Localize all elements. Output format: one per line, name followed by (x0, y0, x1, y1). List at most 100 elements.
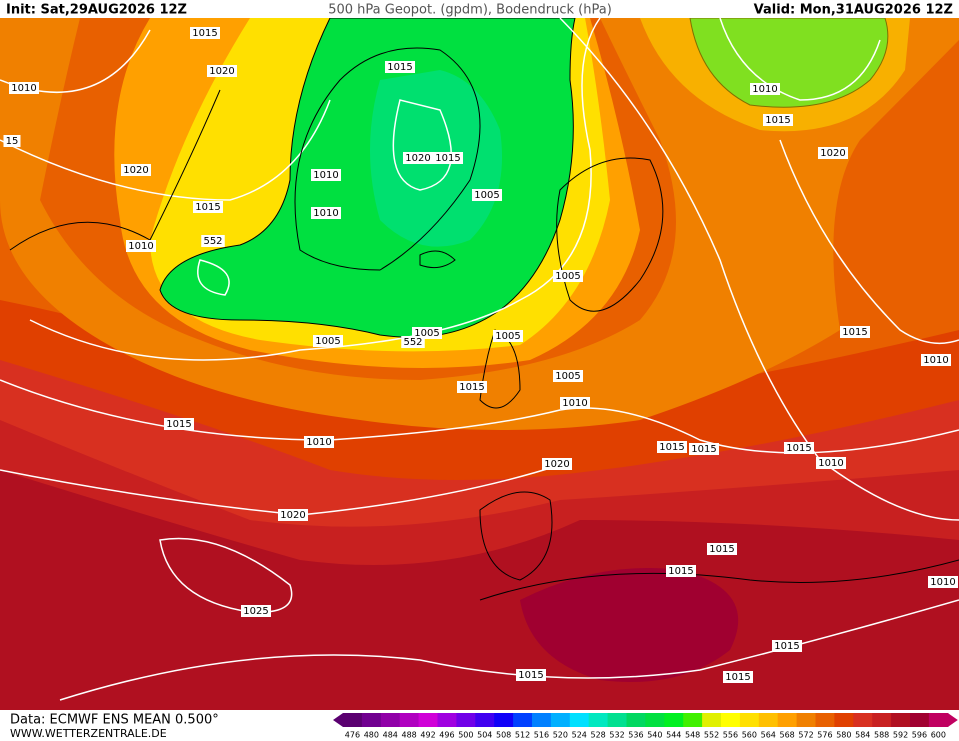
legend-value: 556 (723, 731, 738, 740)
init-time: Init: Sat,29AUG2026 12Z (6, 3, 187, 18)
isobar-label: 1015 (435, 153, 460, 164)
legend-value: 488 (402, 731, 417, 740)
isobar-label: 1015 (459, 382, 484, 393)
label-box (707, 543, 737, 555)
isobar-label: 1025 (243, 606, 268, 617)
isobar-label: 1010 (306, 437, 331, 448)
isobar-label: 1015 (774, 641, 799, 652)
label-box (818, 147, 848, 159)
label-box (921, 354, 951, 366)
label-box (278, 509, 308, 521)
label-box (126, 240, 156, 252)
legend-value: 504 (477, 731, 492, 740)
label-box (385, 61, 415, 73)
legend-value: 588 (874, 731, 889, 740)
legend-swatch (513, 713, 533, 727)
legend-swatch (418, 713, 438, 727)
legend-value: 552 (704, 731, 719, 740)
legend-swatch (758, 713, 779, 727)
legend-value: 520 (553, 731, 568, 740)
legend-swatch (928, 713, 949, 727)
header-bar (0, 0, 959, 18)
label-box (928, 576, 958, 588)
isobar-label: 1010 (752, 84, 777, 95)
legend-value: 576 (817, 731, 832, 740)
legend-swatch (664, 713, 684, 727)
label-box (121, 164, 151, 176)
isobar-label: 1015 (192, 28, 217, 39)
legend-swatch (872, 713, 892, 727)
legend-swatch (777, 713, 798, 727)
legend-swatch (683, 713, 703, 727)
label-box (164, 418, 194, 430)
isobar-label: 1020 (209, 66, 234, 77)
isobar-label: 1015 (765, 115, 790, 126)
label-box (433, 152, 463, 164)
color-legend: 476 480 484 488 492 496 500 504 508 512 516 520 524 5… (333, 713, 958, 740)
isobar-label: 1020 (820, 148, 845, 159)
greenland (294, 47, 481, 271)
label-box (516, 669, 546, 681)
legend-swatch (702, 713, 722, 727)
legend-value: 476 (345, 731, 360, 740)
legend-value: 580 (836, 731, 851, 740)
label-box (241, 605, 271, 617)
label-box (311, 169, 341, 181)
label-box (542, 458, 572, 470)
isobar (197, 259, 230, 296)
britain (479, 329, 521, 409)
field-560-east (640, 18, 910, 132)
label-box (553, 370, 583, 382)
legend-value: 508 (496, 731, 511, 740)
isobar-label: 1005 (474, 190, 499, 201)
legend-value: 524 (572, 731, 587, 740)
label-box (193, 201, 223, 213)
site: WWW.WETTERZENTRALE.DE (10, 727, 167, 740)
legend-swatch (607, 713, 627, 727)
legend-arrow-left (333, 713, 343, 727)
legend-value: 564 (761, 731, 776, 740)
isobar-label: 1015 (518, 670, 543, 681)
label-box (784, 442, 814, 454)
legend-swatch (399, 713, 420, 727)
isobar-label: 1015 (691, 444, 716, 455)
isobar (392, 99, 452, 191)
label-box (763, 114, 793, 126)
isobar-label: 1015 (842, 327, 867, 338)
isobar-label: 1015 (195, 202, 220, 213)
label-box (750, 83, 780, 95)
isobar-label: 1010 (313, 170, 338, 181)
isobar (159, 537, 293, 614)
label-box (816, 457, 846, 469)
scandinavia (556, 157, 664, 312)
legend-value: 480 (364, 731, 379, 740)
isobar-label: 1010 (923, 355, 948, 366)
north-africa (479, 559, 959, 601)
isobar (0, 99, 331, 201)
legend-swatch (739, 713, 760, 727)
legend-value: 592 (893, 731, 908, 740)
legend-value: 528 (591, 731, 606, 740)
legend-value: 496 (439, 731, 454, 740)
isobar-label: 1010 (930, 577, 955, 588)
legend-swatch (361, 713, 382, 727)
legend-swatch (834, 713, 854, 727)
isobar-label: 1015 (166, 419, 191, 430)
isobar-label: 1010 (818, 458, 843, 469)
label-box (401, 336, 425, 348)
isobar (29, 17, 601, 361)
legend-value: 540 (647, 731, 662, 740)
label-box (201, 235, 225, 247)
legend-swatch (796, 713, 816, 727)
isobar-label: 1005 (495, 331, 520, 342)
isobar-label: 1015 (725, 672, 750, 683)
isobar-label: 1010 (128, 241, 153, 252)
isobar (559, 17, 959, 521)
isobar-label: 1015 (709, 544, 734, 555)
legend-value: 560 (742, 731, 757, 740)
legend-value: 572 (798, 731, 813, 740)
label-box (493, 330, 523, 342)
legend-arrow-right (947, 713, 958, 727)
label-box (657, 441, 687, 453)
field-572 (0, 18, 959, 430)
